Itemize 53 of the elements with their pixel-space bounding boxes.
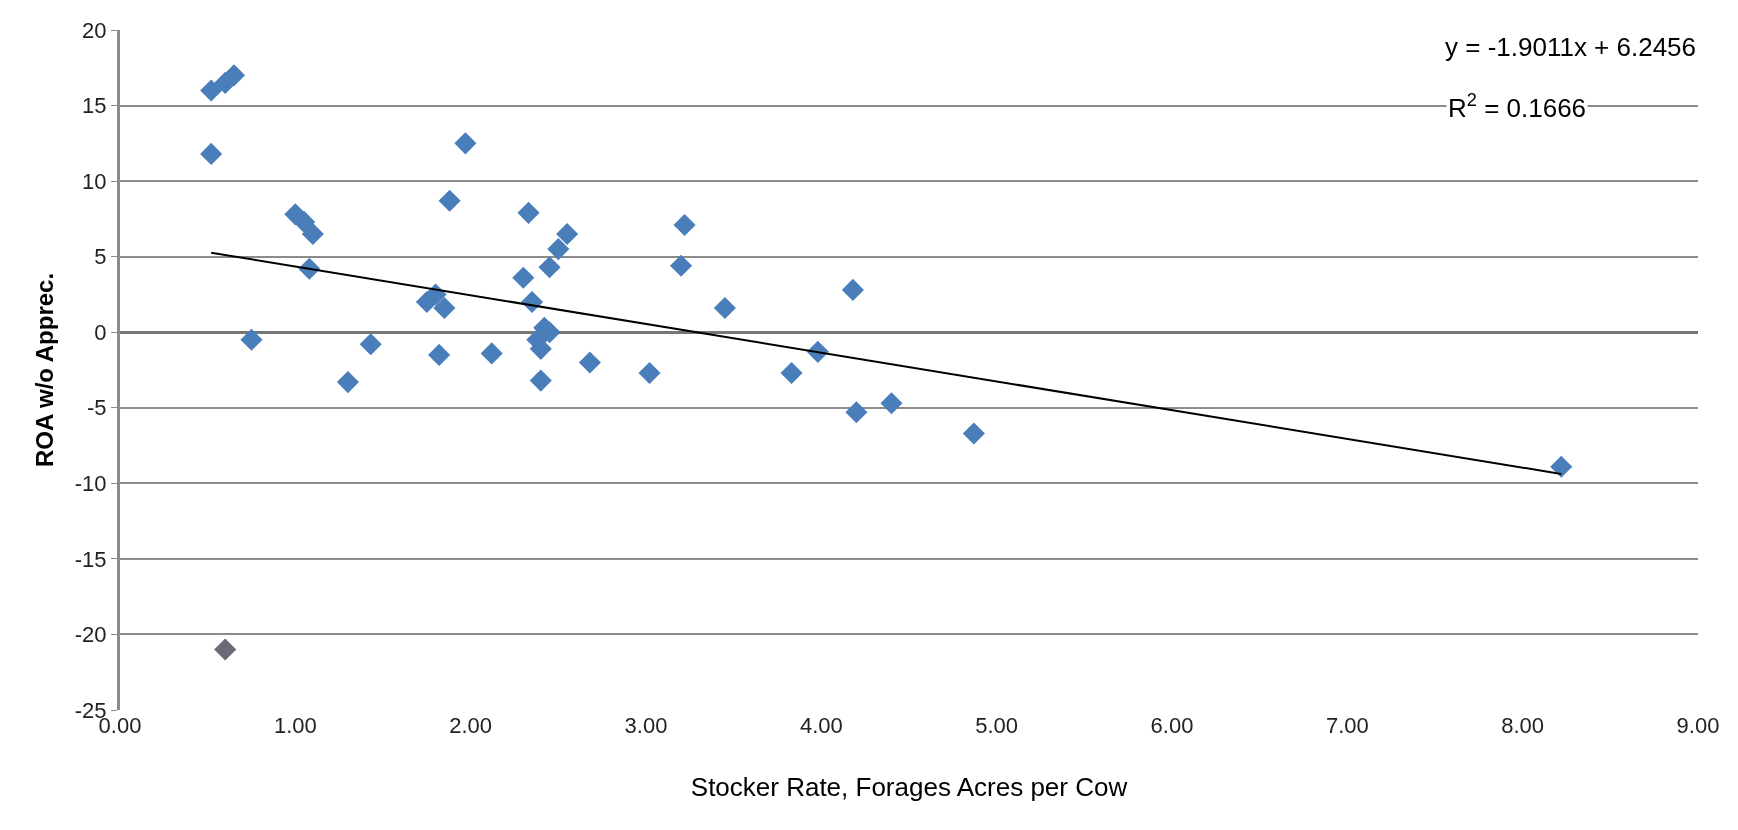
- point: [670, 254, 693, 277]
- point: [454, 132, 477, 155]
- x-tick-label: 9.00: [1676, 713, 1720, 738]
- point: [713, 296, 736, 320]
- point: [240, 328, 263, 351]
- y-tick-label: 5: [94, 244, 107, 270]
- y-tick-label: 10: [82, 168, 107, 194]
- point: [529, 369, 552, 392]
- point: [359, 333, 382, 356]
- point: [200, 142, 223, 165]
- point: [1550, 455, 1573, 478]
- x-tick-label: 2.00: [449, 713, 493, 738]
- y-tick-label: -20: [74, 622, 107, 648]
- x-tick-label: 8.00: [1501, 713, 1545, 738]
- point: [673, 213, 696, 236]
- point: [780, 361, 803, 385]
- point: [880, 392, 903, 415]
- point: [841, 278, 864, 301]
- x-tick-label: 3.00: [624, 713, 668, 738]
- annotation: y = -1.9011x + 6.2456: [1445, 32, 1697, 62]
- point: [433, 296, 456, 320]
- x-tick-label: 5.00: [975, 713, 1019, 738]
- x-tick-label: 6.00: [1150, 713, 1194, 738]
- point: [556, 222, 579, 246]
- point: [547, 238, 570, 261]
- point: [512, 266, 535, 289]
- x-tick-label: 4.00: [799, 713, 843, 738]
- point: [293, 210, 316, 233]
- point: [845, 401, 868, 424]
- point: [200, 79, 223, 102]
- y-tick-label: 0: [94, 319, 107, 345]
- x-axis-title: Stocker Rate, Forages Acres per Cow: [690, 771, 1128, 802]
- point: [480, 342, 503, 365]
- y-tick-label: 20: [82, 17, 107, 43]
- point: [214, 638, 237, 661]
- x-tick-label: 7.00: [1325, 713, 1369, 738]
- point: [222, 64, 246, 87]
- point: [962, 422, 985, 445]
- point: [578, 351, 601, 374]
- y-tick-label: -5: [87, 395, 107, 421]
- point: [438, 189, 461, 212]
- x-tick-label: 1.00: [273, 713, 317, 738]
- point: [538, 256, 561, 279]
- point: [301, 222, 324, 246]
- point: [336, 371, 359, 394]
- y-tick-label: -10: [74, 471, 107, 497]
- y-tick-label: 15: [82, 93, 107, 119]
- point: [638, 361, 661, 385]
- y-axis-title: ROA w/o Apprec.: [30, 272, 58, 468]
- point: [517, 201, 540, 224]
- point: [428, 343, 451, 366]
- annotation: R$^{2}$ = 0.1666: [1448, 90, 1587, 123]
- y-tick-label: -15: [74, 546, 107, 572]
